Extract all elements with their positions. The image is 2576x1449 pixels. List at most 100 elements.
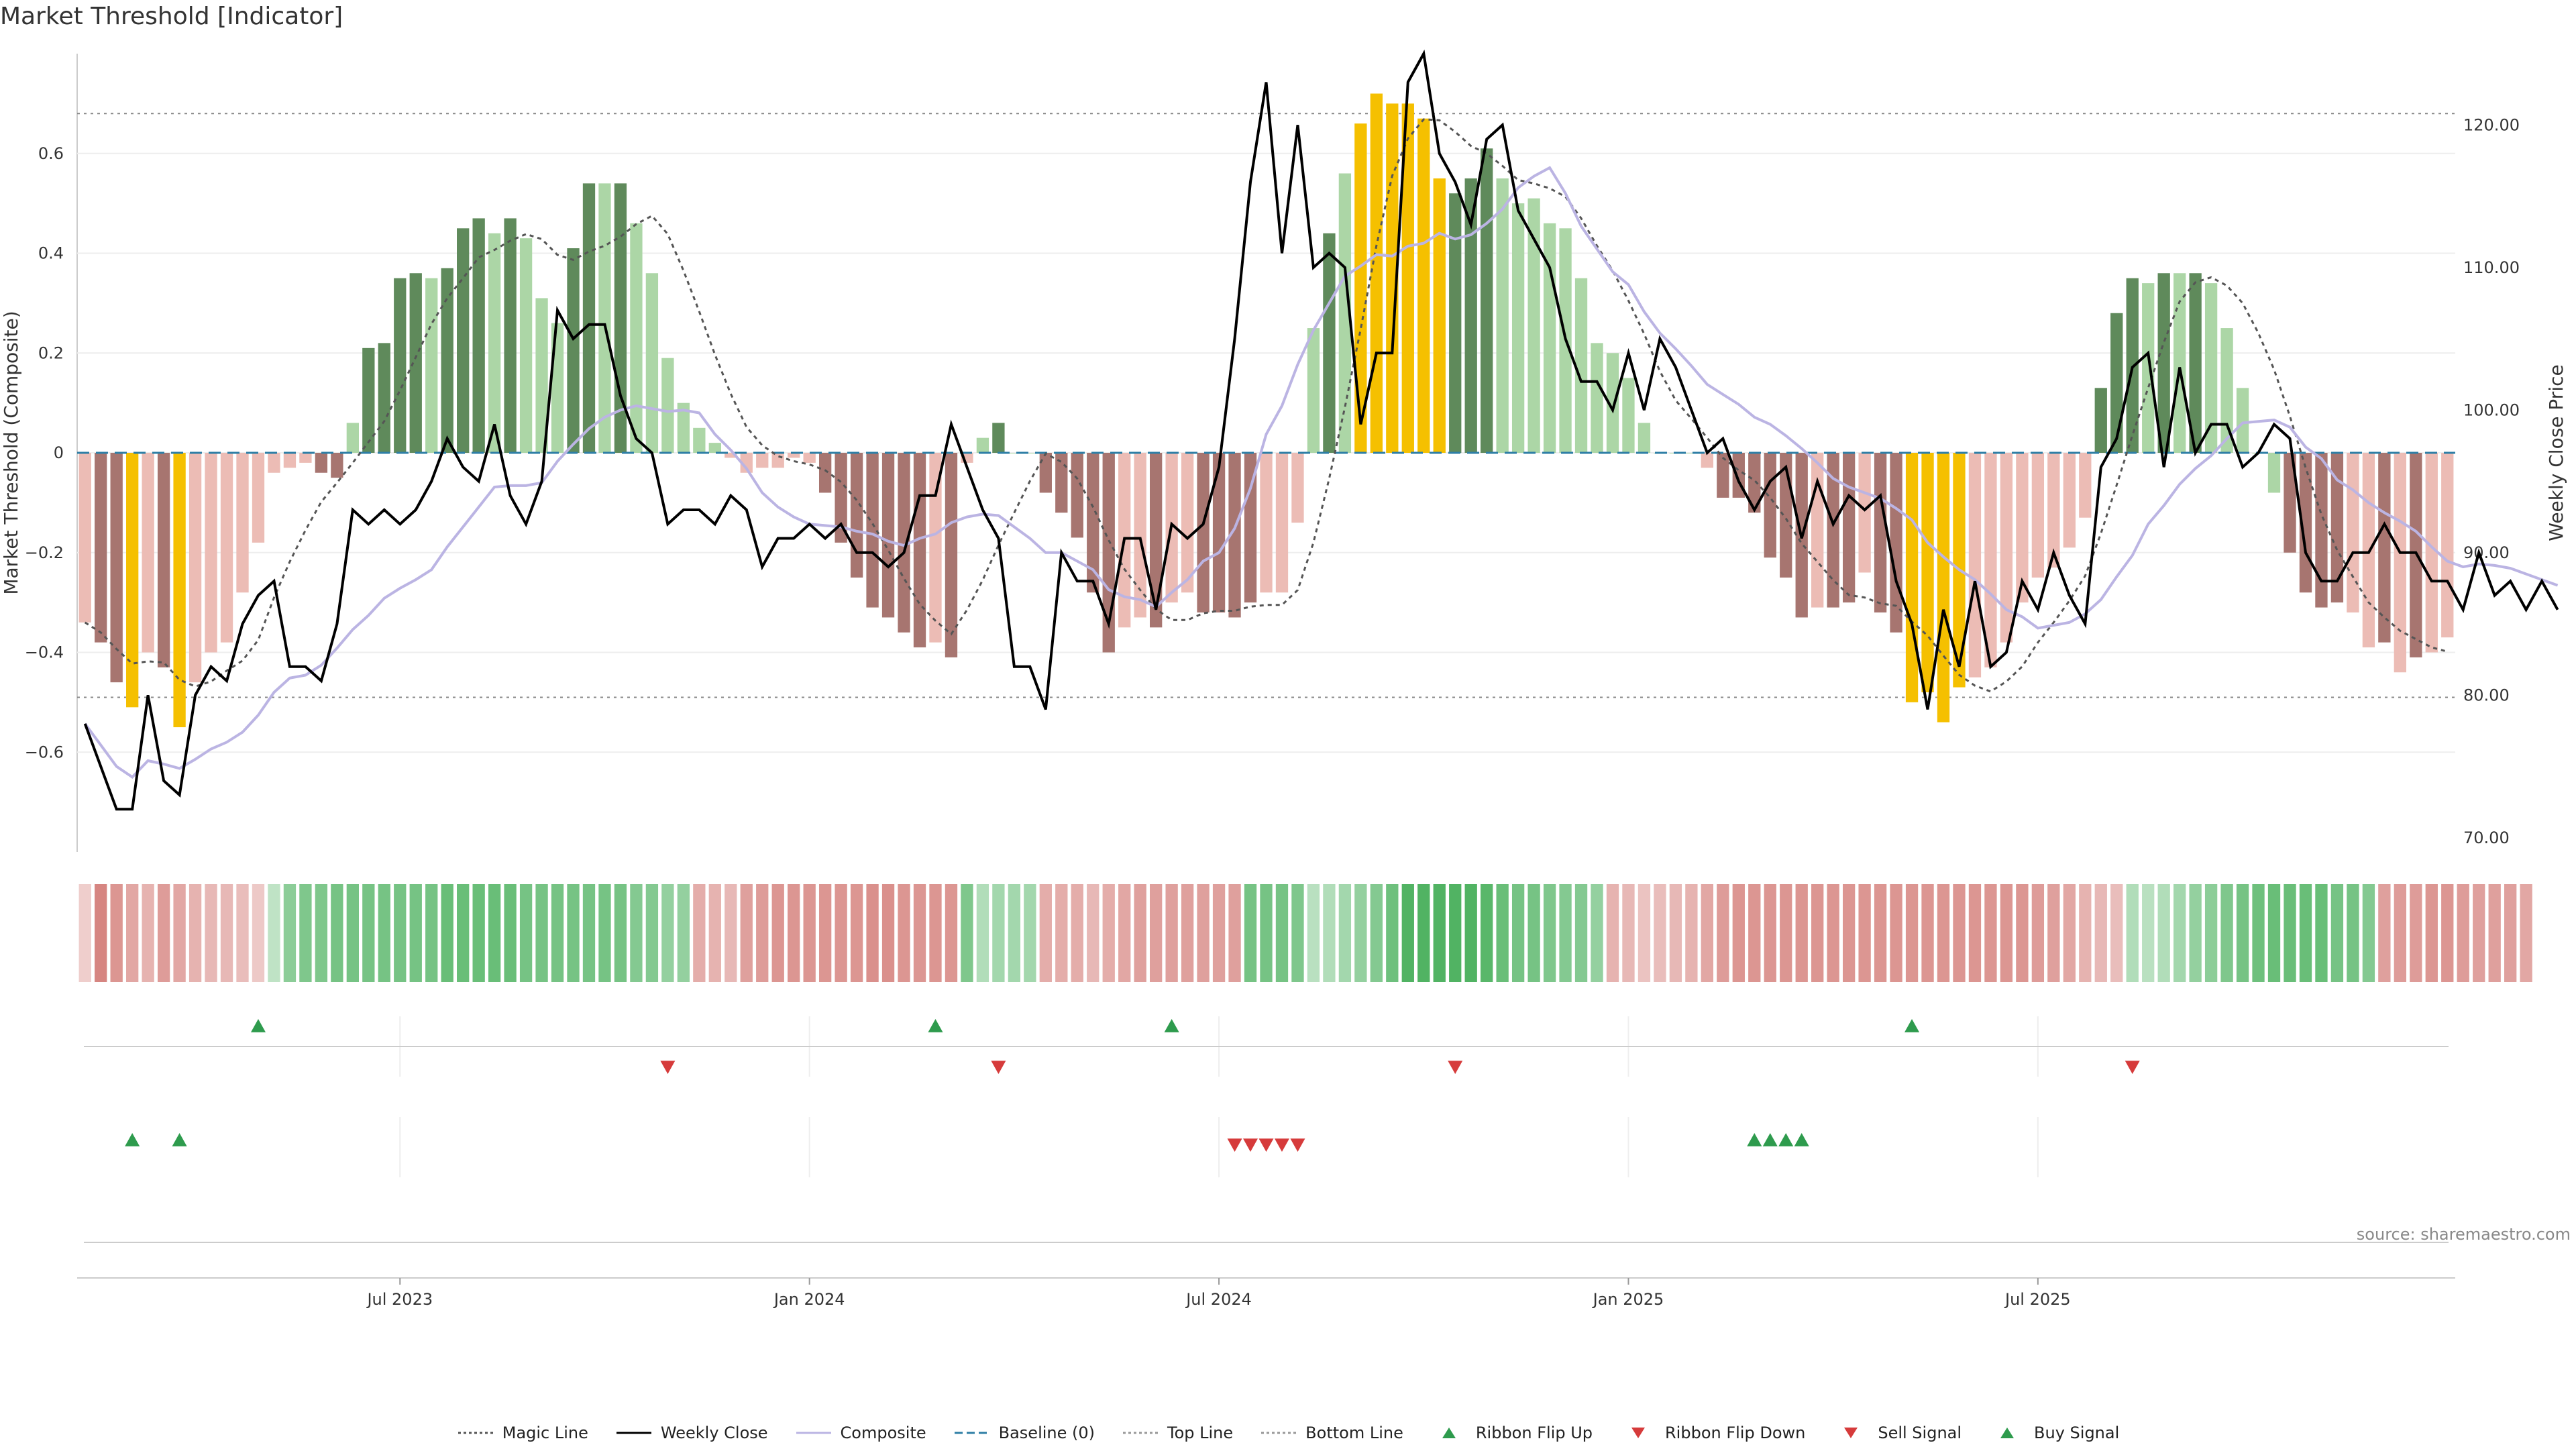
ribbon-cell — [346, 884, 360, 982]
ribbon-cell — [2110, 884, 2123, 982]
bar — [394, 278, 407, 453]
bar — [1874, 453, 1887, 612]
ribbon-cell — [2330, 884, 2344, 982]
ribbon-cell — [1717, 884, 1729, 982]
bar — [409, 273, 422, 453]
bar — [331, 453, 343, 478]
x-tick-label: Jul 2025 — [2004, 1290, 2071, 1309]
ribbon-cell — [2394, 884, 2406, 982]
ribbon-cell — [740, 884, 753, 982]
ribbon-cell — [818, 884, 832, 982]
ribbon-cell — [1511, 884, 1525, 982]
ribbon-cell — [378, 884, 390, 982]
bar — [2079, 453, 2092, 518]
ribbon-cell — [1417, 884, 1430, 982]
y2-tick-label: 120.00 — [2463, 115, 2520, 134]
ribbon-cell — [1937, 884, 1950, 982]
bar — [788, 453, 800, 458]
ribbon-cell — [1118, 884, 1131, 982]
legend-item: Ribbon Flip Up — [1430, 1424, 1593, 1442]
ribbon-cell — [2315, 884, 2328, 982]
bar — [1527, 198, 1540, 453]
y2-tick-label: 80.00 — [2463, 686, 2510, 704]
bar — [1291, 453, 1304, 523]
y-tick-label: 0.6 — [38, 144, 64, 163]
chart-title: Market Threshold [Indicator] — [0, 3, 343, 30]
legend-swatch — [1631, 1428, 1645, 1438]
bar — [2347, 453, 2359, 612]
bar — [346, 423, 360, 453]
bar — [945, 453, 958, 657]
bar — [1511, 203, 1525, 453]
ribbon-cell — [645, 884, 659, 982]
legend-item: Ribbon Flip Down — [1619, 1424, 1805, 1442]
bar — [2378, 453, 2391, 643]
bar — [567, 248, 580, 453]
bar — [2016, 453, 2029, 603]
ribbon-cell — [1732, 884, 1745, 982]
bar — [519, 238, 533, 453]
bar — [2267, 453, 2281, 493]
ribbon-cell — [1228, 884, 1241, 982]
ribbon-cell — [2189, 884, 2202, 982]
ribbon-cell — [2079, 884, 2092, 982]
ribbon-cell — [2457, 884, 2469, 982]
buy-signal-marker — [1747, 1133, 1762, 1146]
sell-signal-marker — [1290, 1138, 1305, 1152]
ribbon-cell — [2157, 884, 2170, 982]
bar — [1921, 453, 1934, 692]
ribbon-cell — [2236, 884, 2249, 982]
ribbon-cell — [2094, 884, 2107, 982]
ribbon-cell — [2142, 884, 2155, 982]
buy-signal-marker — [172, 1133, 187, 1146]
bar — [2110, 313, 2123, 453]
ribbon-cell — [1024, 884, 1036, 982]
bar — [1055, 453, 1068, 513]
bar — [1717, 453, 1729, 498]
ribbon-flip-down-marker — [660, 1061, 676, 1074]
ribbon-cell — [2425, 884, 2438, 982]
bar — [1370, 93, 1383, 453]
ribbon-cell — [110, 884, 123, 982]
ribbon-cell — [472, 884, 485, 982]
x-tick-label: Jul 2023 — [366, 1290, 433, 1309]
market-threshold-chart: 0.6 0.4 0.2 0 −0.2 −0.4 −0.6 120.00 110.00 100.00… — [0, 49, 2567, 1309]
bar — [898, 453, 910, 633]
bar — [1937, 453, 1950, 722]
y-axis-label: Market Threshold (Composite) — [0, 311, 22, 594]
bar — [976, 437, 989, 453]
bar — [299, 453, 312, 463]
ribbon-cell — [1654, 884, 1666, 982]
ribbon-cell — [299, 884, 312, 982]
legend-swatch — [2000, 1428, 2015, 1438]
ribbon-cell — [788, 884, 800, 982]
y-tick-label: −0.2 — [25, 543, 64, 562]
ribbon-cell — [2000, 884, 2013, 982]
ribbon-cell — [1905, 884, 1919, 982]
ribbon-cell — [1591, 884, 1603, 982]
bar — [913, 453, 926, 648]
bar — [1071, 453, 1083, 538]
ribbon-cell — [881, 884, 895, 982]
sell-signal-marker — [1227, 1138, 1242, 1152]
legend-label: Composite — [840, 1424, 926, 1442]
bar — [1464, 178, 1477, 453]
bar — [78, 453, 91, 623]
bar — [2000, 453, 2013, 643]
bar — [157, 453, 170, 667]
bar — [677, 402, 690, 453]
ribbon-cell — [2047, 884, 2060, 982]
bar — [441, 268, 453, 453]
y2-tick-label: 100.00 — [2463, 400, 2520, 419]
legend-item: Weekly Close — [615, 1424, 768, 1442]
ribbon-cell — [283, 884, 297, 982]
ribbon-cell — [551, 884, 564, 982]
bar — [362, 347, 375, 453]
bar — [866, 453, 879, 608]
y2-tick-label: 70.00 — [2463, 828, 2510, 847]
bar — [2394, 453, 2406, 673]
bar — [1433, 178, 1446, 453]
sell-signal-marker — [1258, 1138, 1274, 1152]
ribbon-cell — [2173, 884, 2186, 982]
ribbon-cell — [2520, 884, 2532, 982]
